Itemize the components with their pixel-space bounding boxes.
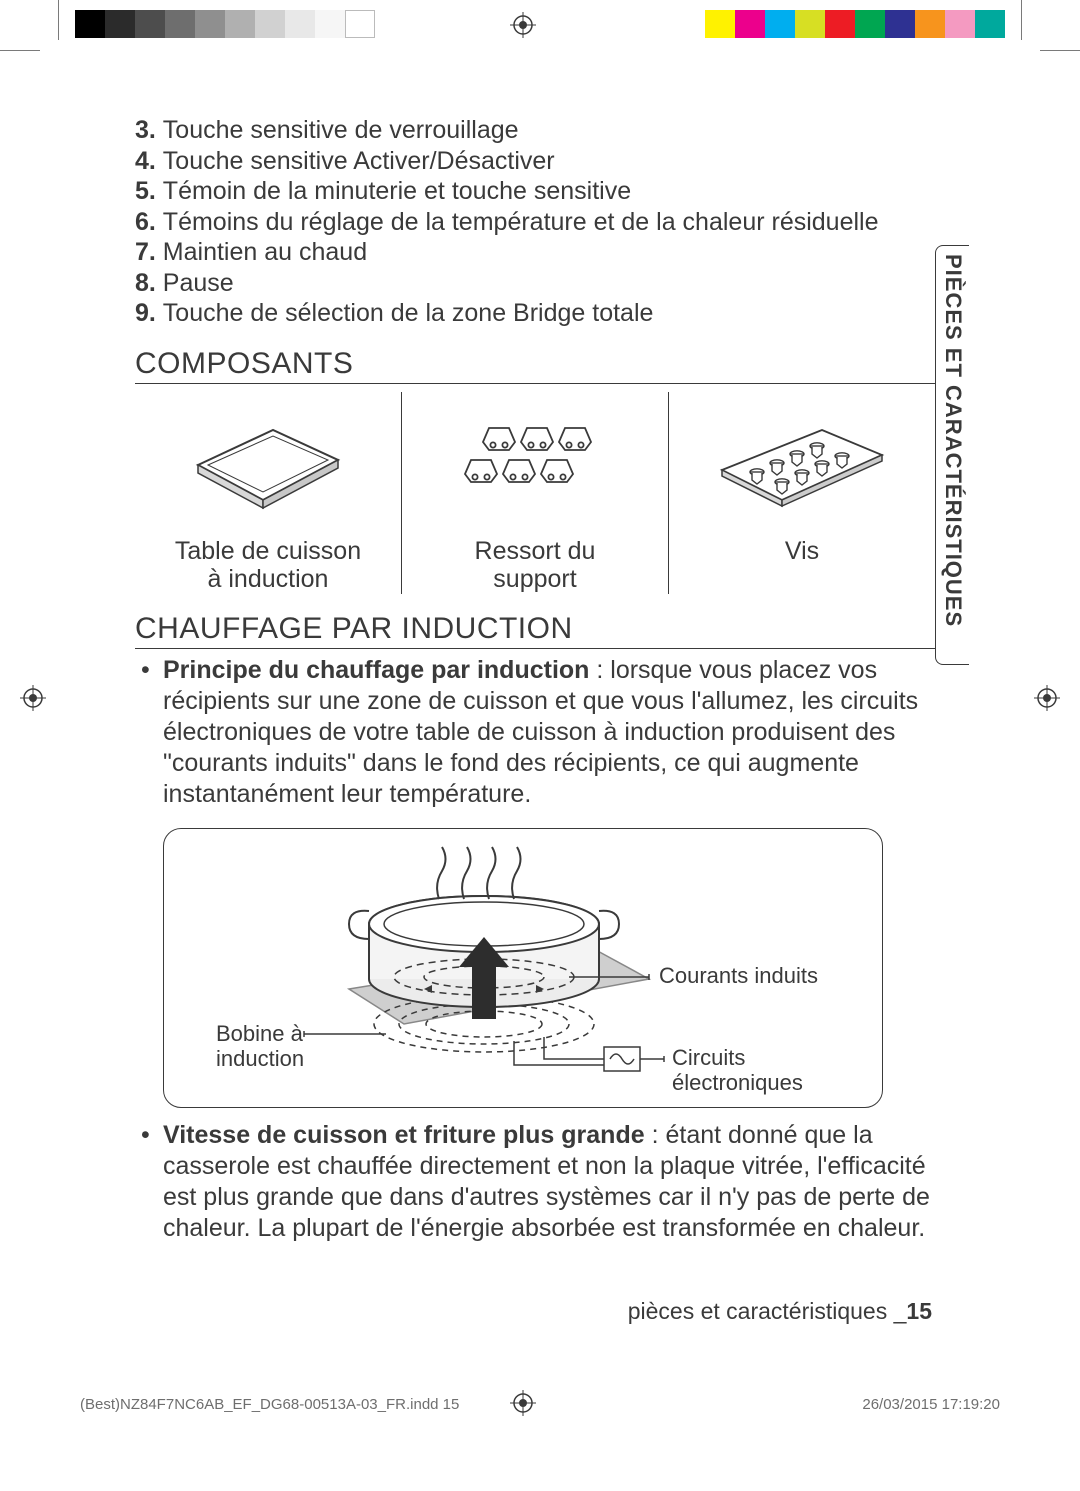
list-item-text: Maintien au chaud [163, 238, 367, 266]
component-label: Ressort du support [410, 537, 660, 595]
induction-diagram: Courants induits Bobine à induction Circ… [163, 828, 883, 1108]
list-item-text: Touche de sélection de la zone Bridge to… [163, 299, 654, 327]
process-color-bar [705, 10, 1005, 38]
list-item-text: Pause [163, 269, 234, 297]
swatch [105, 10, 135, 38]
bullet-principle: Principe du chauffage par induction : lo… [135, 655, 935, 810]
list-item-number: 5. [135, 177, 163, 205]
list-item: 8. Pause [135, 268, 935, 299]
swatch [195, 10, 225, 38]
registration-mark-icon [20, 685, 46, 711]
swatch [165, 10, 195, 38]
swatch [735, 10, 765, 38]
list-item-text: Témoins du réglage de la température et … [163, 208, 879, 236]
bullet-lead: Vitesse de cuisson et friture plus grand… [163, 1121, 645, 1149]
cooktop-icon [143, 398, 393, 533]
list-item: 7. Maintien au chaud [135, 237, 935, 268]
swatch [135, 10, 165, 38]
swatch [975, 10, 1005, 38]
bullet-speed: Vitesse de cuisson et friture plus grand… [135, 1120, 935, 1244]
indd-filename: (Best)NZ84F7NC6AB_EF_DG68-00513A-03_FR.i… [80, 1396, 459, 1413]
crop-mark [1040, 50, 1080, 51]
list-item-text: Témoin de la minuterie et touche sensiti… [163, 177, 631, 205]
swatch [885, 10, 915, 38]
swatch [795, 10, 825, 38]
list-item: 4. Touche sensitive Activer/Désactiver [135, 146, 935, 177]
list-item: 3. Touche sensitive de verrouillage [135, 115, 935, 146]
component-cooktop: Table de cuisson à induction [135, 392, 401, 595]
page-content: 3. Touche sensitive de verrouillage4. To… [135, 115, 935, 1244]
crop-mark [0, 50, 40, 51]
screws-icon [677, 398, 927, 533]
list-item-number: 9. [135, 299, 163, 327]
bullet-lead: Principe du chauffage par induction [163, 656, 589, 684]
swatch [945, 10, 975, 38]
diagram-label-courants: Courants induits [659, 963, 818, 988]
swatch [285, 10, 315, 38]
list-item-text: Touche sensitive de verrouillage [163, 116, 519, 144]
crop-mark [1021, 0, 1022, 40]
swatch [855, 10, 885, 38]
diagram-label-bobine: Bobine à induction [216, 1021, 304, 1072]
list-item-number: 3. [135, 116, 163, 144]
list-item: 9. Touche de sélection de la zone Bridge… [135, 298, 935, 329]
footer-page-label: pièces et caractéristiques _15 [628, 1298, 932, 1325]
bullet-list-2: Vitesse de cuisson et friture plus grand… [135, 1120, 935, 1244]
swatch [345, 10, 375, 38]
registration-mark-icon [1034, 685, 1060, 711]
list-item-number: 4. [135, 147, 163, 175]
section-title-chauffage: CHAUFFAGE PAR INDUCTION [135, 612, 935, 649]
component-screws: Vis [668, 392, 935, 595]
footer-section-text: pièces et caractéristiques _ [628, 1298, 907, 1324]
components-row: Table de cuisson à induction Ressort du … [135, 392, 935, 595]
grayscale-color-bar [75, 10, 375, 38]
list-item: 5. Témoin de la minuterie et touche sens… [135, 176, 935, 207]
swatch [315, 10, 345, 38]
swatch [75, 10, 105, 38]
crop-mark [58, 0, 59, 40]
section-title-composants: COMPOSANTS [135, 347, 935, 384]
bullet-list: Principe du chauffage par induction : lo… [135, 655, 935, 810]
swatch [765, 10, 795, 38]
bracket-icon [410, 398, 660, 533]
list-item-number: 6. [135, 208, 163, 236]
registration-mark-icon [510, 1390, 536, 1416]
component-label: Vis [677, 537, 927, 566]
list-item-number: 7. [135, 238, 163, 266]
list-item-text: Touche sensitive Activer/Désactiver [163, 147, 555, 175]
swatch [705, 10, 735, 38]
swatch [255, 10, 285, 38]
component-bracket: Ressort du support [401, 392, 668, 595]
diagram-label-circuits: Circuits électroniques [672, 1045, 803, 1096]
swatch [225, 10, 255, 38]
swatch [825, 10, 855, 38]
list-item-number: 8. [135, 269, 163, 297]
footer-page-number: 15 [906, 1298, 932, 1324]
component-label: Table de cuisson à induction [143, 537, 393, 595]
indd-timestamp: 26/03/2015 17:19:20 [862, 1396, 1000, 1413]
registration-mark-icon [510, 12, 536, 38]
numbered-feature-list: 3. Touche sensitive de verrouillage4. To… [135, 115, 935, 329]
list-item: 6. Témoins du réglage de la température … [135, 207, 935, 238]
side-tab-label: PIÈCES ET CARACTÉRISTIQUES [935, 245, 969, 665]
swatch [915, 10, 945, 38]
